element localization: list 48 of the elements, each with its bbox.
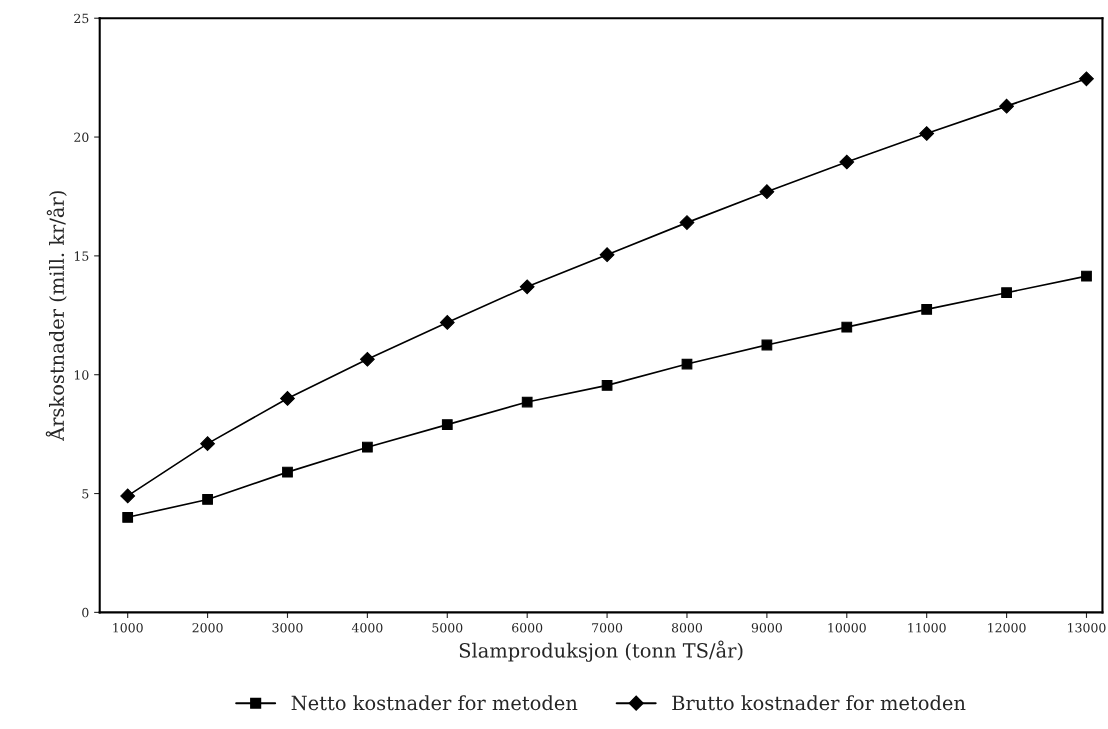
point — [919, 126, 935, 141]
point — [841, 321, 853, 333]
x-tick-label: 11000 — [908, 623, 946, 633]
legend-label: Brutto kostnader for metoden — [672, 695, 966, 711]
x-tick-label: 10000 — [828, 623, 866, 633]
y-axis-title: Årskostnader (mill. kr/år) — [45, 191, 67, 442]
x-tick-label: 5000 — [432, 623, 463, 633]
point — [839, 154, 855, 170]
point — [362, 441, 373, 453]
point — [200, 436, 215, 452]
point — [282, 466, 293, 478]
point — [441, 419, 453, 430]
point — [519, 279, 535, 295]
x-tick-label: 3000 — [272, 623, 303, 633]
point — [599, 247, 615, 263]
x-tick-label: 9000 — [751, 623, 782, 633]
x-axis-title: Slamproduksjon (tonn TS/år) — [459, 640, 743, 662]
y-tick-label: 5 — [82, 489, 89, 499]
point — [521, 396, 533, 408]
point — [999, 98, 1014, 114]
x-tick-label: 6000 — [512, 623, 543, 633]
y-tick-label: 15 — [74, 251, 89, 261]
x-tick-label: 7000 — [592, 623, 623, 633]
x-tick-label: 12000 — [988, 623, 1026, 633]
x-tick-label: 2000 — [192, 623, 223, 633]
legend-label: Netto kostnader for metoden — [291, 695, 578, 711]
y-tick-label: 25 — [74, 13, 89, 24]
y-tick-label: 20 — [74, 132, 89, 142]
point — [1001, 287, 1012, 299]
point — [759, 184, 775, 200]
x-tick-label: 1000 — [113, 623, 143, 633]
point — [439, 315, 455, 330]
point — [679, 215, 695, 230]
point — [1079, 71, 1094, 87]
point — [921, 303, 933, 315]
x-tick-label: 13000 — [1068, 623, 1106, 633]
point — [122, 511, 134, 523]
point — [202, 494, 213, 505]
point — [761, 339, 773, 351]
x-tick-label: 4000 — [351, 623, 383, 633]
point — [280, 391, 295, 406]
y-tick-label: 0 — [82, 607, 89, 618]
point — [359, 351, 375, 367]
point — [1081, 270, 1092, 282]
point — [601, 380, 613, 391]
x-tick-label: 8000 — [671, 623, 703, 633]
point — [120, 488, 136, 504]
y-tick-label: 10 — [74, 370, 89, 380]
